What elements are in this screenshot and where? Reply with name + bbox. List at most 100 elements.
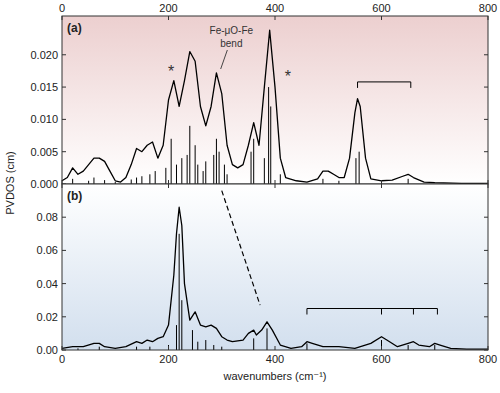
stick	[203, 171, 204, 184]
plot-area	[62, 30, 488, 184]
x-tick	[381, 16, 382, 20]
panel-background	[62, 184, 488, 350]
x-tick	[381, 180, 382, 184]
y-tick	[484, 283, 488, 284]
panel-label: (b)	[67, 189, 82, 203]
x-tick	[381, 184, 382, 188]
x-tick	[168, 16, 169, 20]
x-tick	[168, 180, 169, 184]
frame	[62, 16, 488, 184]
x-tick-label: 800	[479, 2, 497, 14]
stick	[195, 145, 196, 184]
x-tick	[488, 16, 489, 20]
y-tick-label: 0.08	[37, 211, 58, 223]
stick	[104, 180, 105, 184]
x-tick	[62, 180, 63, 184]
stick	[224, 165, 225, 184]
x-tick	[168, 346, 169, 350]
y-tick-label: 0.06	[37, 244, 58, 256]
stick	[408, 345, 409, 350]
x-tick	[488, 184, 489, 188]
stick	[189, 126, 190, 184]
stick	[179, 234, 180, 350]
y-tick-label: 0.020	[30, 49, 58, 61]
y-tick	[484, 316, 488, 317]
bracket-tick	[381, 309, 382, 315]
bracket	[307, 308, 437, 309]
y-tick-label: 0.000	[30, 178, 58, 190]
x-tick-label: 0	[59, 353, 65, 365]
y-tick	[484, 350, 488, 351]
stick	[187, 155, 188, 184]
y-tick-label: 0.010	[30, 113, 58, 125]
stick	[267, 328, 268, 350]
stick	[253, 338, 254, 350]
stick	[355, 158, 356, 184]
stick	[216, 139, 217, 184]
stick	[141, 176, 142, 184]
stick	[227, 174, 228, 184]
x-tick	[275, 346, 276, 350]
stick	[197, 342, 198, 350]
y-tick	[62, 350, 66, 351]
stick	[72, 179, 73, 184]
stick	[264, 158, 265, 184]
stick	[381, 340, 382, 350]
y-tick-label: 0.00	[37, 344, 58, 356]
stick	[176, 325, 177, 350]
plot-area	[62, 207, 488, 350]
stick	[306, 343, 307, 350]
y-tick	[484, 217, 488, 218]
frame	[62, 184, 488, 350]
stick	[205, 161, 206, 184]
y-tick	[62, 54, 66, 55]
x-tick-label: 200	[159, 353, 177, 365]
y-tick	[484, 250, 488, 251]
bracket-tick	[410, 82, 411, 88]
x-tick-label: 800	[479, 353, 497, 365]
stick	[165, 168, 166, 184]
y-tick-label: 0.015	[30, 81, 58, 93]
stick	[181, 300, 182, 350]
stick	[205, 340, 206, 350]
x-tick	[275, 180, 276, 184]
stick	[219, 152, 220, 184]
stick	[253, 139, 254, 184]
y-axis-label: PVDOS (cm)	[4, 151, 16, 215]
x-tick	[381, 346, 382, 350]
x-tick	[62, 16, 63, 20]
stick	[93, 178, 94, 184]
stick	[149, 174, 150, 184]
chart: 0.0000.0050.0100.0150.0200200400600800(a…	[0, 0, 500, 393]
y-tick	[62, 283, 66, 284]
x-tick-label: 200	[159, 2, 177, 14]
y-tick	[62, 119, 66, 120]
y-tick	[62, 87, 66, 88]
y-tick	[62, 316, 66, 317]
x-tick	[168, 184, 169, 188]
x-tick	[488, 346, 489, 350]
x-tick-label: 0	[59, 2, 65, 14]
x-tick-label: 600	[372, 353, 390, 365]
x-axis-label: wavenumbers (cm⁻¹)	[223, 370, 327, 382]
stick	[213, 345, 214, 350]
x-tick	[62, 184, 63, 188]
stick	[213, 155, 214, 184]
stick	[136, 178, 137, 184]
stick	[434, 345, 435, 350]
bracket	[358, 81, 411, 82]
stick	[251, 152, 252, 184]
y-tick-label: 0.005	[30, 146, 58, 158]
stick	[168, 345, 169, 350]
y-tick-label: 0.02	[37, 311, 58, 323]
annotation: *	[168, 63, 174, 80]
stick	[268, 87, 269, 184]
stick	[192, 330, 193, 350]
y-tick	[62, 250, 66, 251]
bracket-tick	[306, 309, 307, 315]
stick	[322, 179, 323, 184]
bracket-tick	[437, 309, 438, 315]
y-tick	[62, 217, 66, 218]
panel-label: (a)	[67, 21, 82, 35]
x-tick-label: 600	[372, 2, 390, 14]
